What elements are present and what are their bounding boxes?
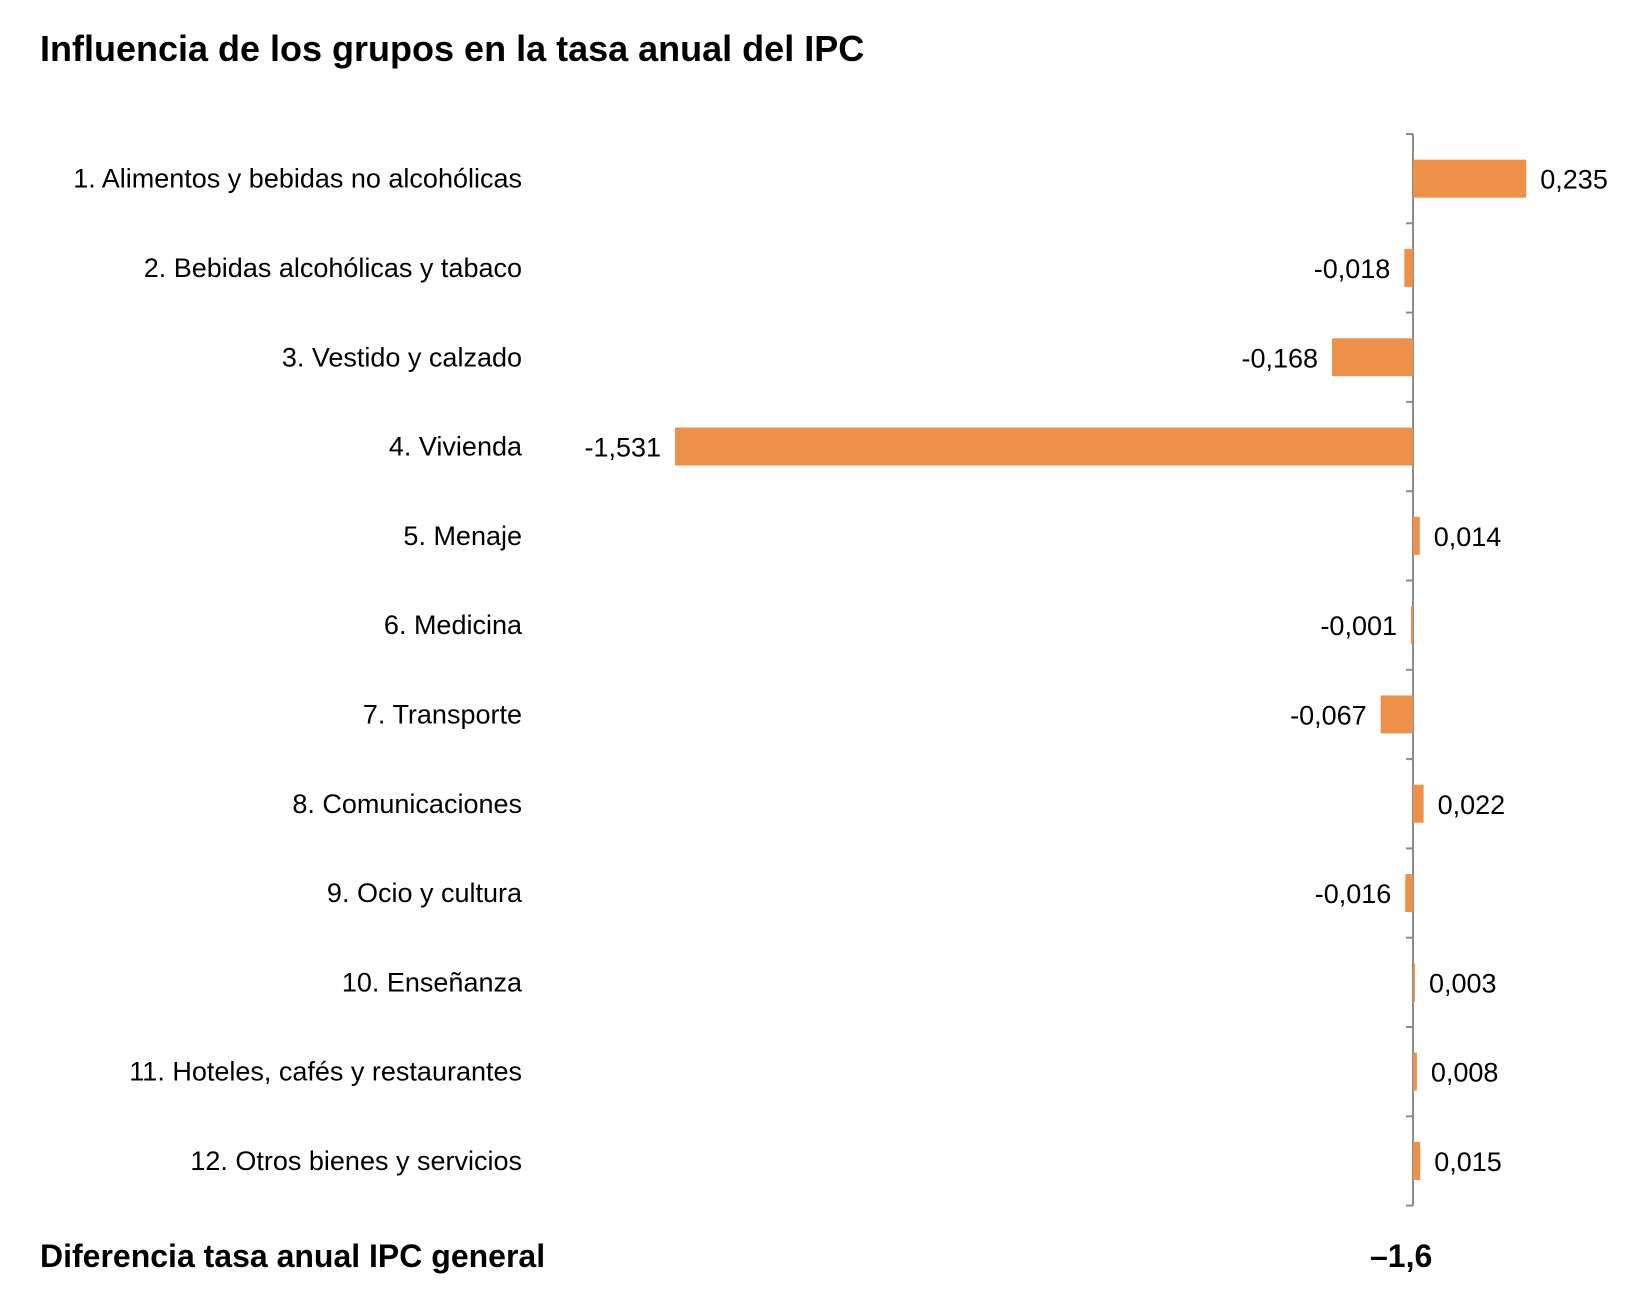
data-label: -0,001 [1320, 611, 1397, 641]
bar [675, 427, 1413, 466]
bar [1380, 695, 1413, 734]
category-label: 9. Ocio y cultura [327, 878, 523, 908]
chart-title: Influencia de los grupos en la tasa anua… [40, 28, 865, 69]
data-label: -0,168 [1241, 343, 1318, 373]
data-label: -0,016 [1315, 879, 1392, 909]
data-label: 0,003 [1429, 968, 1497, 998]
bar [1413, 516, 1420, 555]
bar-chart: 1. Alimentos y bebidas no alcohólicas 0,2… [73, 133, 1608, 1207]
data-label: 0,015 [1434, 1147, 1502, 1177]
bar [1413, 963, 1415, 1002]
bar [1413, 1141, 1421, 1180]
bar [1332, 338, 1413, 377]
bar [1413, 159, 1527, 198]
bar [1405, 874, 1413, 913]
data-label: 0,235 [1540, 165, 1608, 195]
data-label: -0,018 [1314, 254, 1391, 284]
data-label: 0,022 [1438, 790, 1506, 820]
category-label: 3. Vestido y calzado [282, 342, 522, 372]
data-label: -0,067 [1290, 700, 1367, 730]
category-label: 2. Bebidas alcohólicas y tabaco [144, 253, 522, 283]
category-label: 8. Comunicaciones [292, 789, 522, 819]
category-label: 10. Enseñanza [342, 967, 523, 997]
category-label: 5. Menaje [403, 521, 522, 551]
category-label: 12. Otros bienes y servicios [190, 1146, 522, 1176]
bar [1413, 1052, 1417, 1091]
category-label: 6. Medicina [384, 610, 523, 640]
category-label: 4. Vivienda [389, 432, 523, 462]
category-label: 11. Hoteles, cafés y restaurantes [129, 1057, 522, 1087]
category-label: 1. Alimentos y bebidas no alcohólicas [73, 164, 522, 194]
footer-value: –1,6 [1370, 1238, 1433, 1274]
axis [1406, 133, 1414, 1207]
bar [1413, 784, 1424, 823]
bars [675, 159, 1527, 1180]
bar [1404, 248, 1413, 287]
labels: 1. Alimentos y bebidas no alcohólicas 0,2… [73, 164, 1608, 1177]
data-label: -1,531 [584, 433, 661, 463]
bar [1411, 606, 1413, 645]
category-label: 7. Transporte [363, 699, 522, 729]
data-label: 0,008 [1431, 1058, 1499, 1088]
data-label: 0,014 [1434, 522, 1502, 552]
footer-label: Diferencia tasa anual IPC general [40, 1238, 546, 1274]
